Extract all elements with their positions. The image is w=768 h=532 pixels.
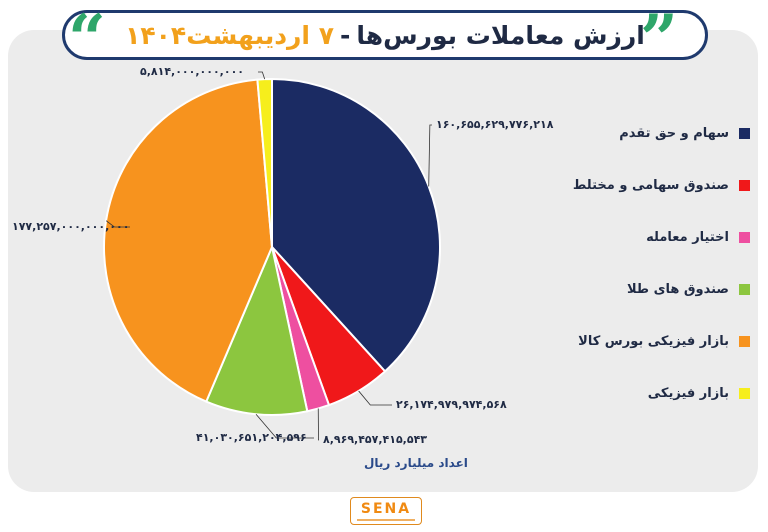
legend-swatch <box>739 283 750 295</box>
slice-value-label: ۵,۸۱۴,۰۰۰,۰۰۰,۰۰۰ <box>140 65 244 78</box>
legend: سهام و حق تقدم صندوق سهامی و مختلط اختیار … <box>570 120 750 432</box>
legend-item: صندوق های طلا <box>570 276 750 302</box>
legend-label: اختیار معامله <box>646 229 729 245</box>
slice-value-label: ۱۶۰,۶۵۵,۶۲۹,۷۷۶,۲۱۸ <box>436 118 554 131</box>
legend-label: صندوق های طلا <box>626 281 729 297</box>
leader-line <box>258 71 266 80</box>
leader-line <box>428 124 432 187</box>
logo-underline <box>357 518 415 521</box>
legend-swatch <box>739 231 750 243</box>
leader-line <box>105 220 130 228</box>
legend-label: بازار فیزیکی بورس کالا <box>578 333 729 349</box>
slice-value-label: ۱۷۷,۲۵۷,۰۰۰,۰۰۰,۰۰۰ <box>12 220 130 233</box>
quote-close-icon: ” <box>640 0 678 78</box>
leader-line <box>255 413 314 439</box>
sena-logo: SENA <box>350 497 422 525</box>
title-date: ۷ اردیبهشت۱۴۰۴ <box>125 20 334 50</box>
legend-item: بازار فیزیکی <box>570 380 750 406</box>
title-banner: ارزش معاملات بورس‌ها - ۷ اردیبهشت۱۴۰۴ <box>62 10 708 60</box>
quote-open-icon: “ <box>68 0 106 78</box>
slice-value-label: ۴۱,۰۳۰,۶۵۱,۲۰۴,۵۹۶ <box>196 431 307 444</box>
title-separator: - <box>339 20 351 50</box>
pie-slice <box>256 77 273 248</box>
legend-item: صندوق سهامی و مختلط <box>570 172 750 198</box>
legend-swatch <box>739 335 750 347</box>
legend-swatch <box>739 387 750 399</box>
legend-swatch <box>739 127 750 139</box>
slice-value-label: ۸,۹۶۹,۴۵۷,۴۱۵,۵۴۳ <box>323 433 427 446</box>
legend-label: سهام و حق تقدم <box>619 125 729 141</box>
title-main: ارزش معاملات بورس‌ها <box>356 20 645 50</box>
legend-item: سهام و حق تقدم <box>570 120 750 146</box>
legend-item: بازار فیزیکی بورس کالا <box>570 328 750 354</box>
legend-item: اختیار معامله <box>570 224 750 250</box>
pie-slice <box>103 78 274 403</box>
unit-note: اعداد میلیارد ریال <box>364 456 468 470</box>
leader-line <box>358 390 392 406</box>
logo-text: SENA <box>360 500 412 517</box>
legend-label: صندوق سهامی و مختلط <box>572 177 729 193</box>
legend-swatch <box>739 179 750 191</box>
leader-line <box>317 408 319 441</box>
slice-value-label: ۲۶,۱۷۴,۹۷۹,۹۷۴,۵۶۸ <box>396 398 507 411</box>
legend-label: بازار فیزیکی <box>647 385 729 401</box>
